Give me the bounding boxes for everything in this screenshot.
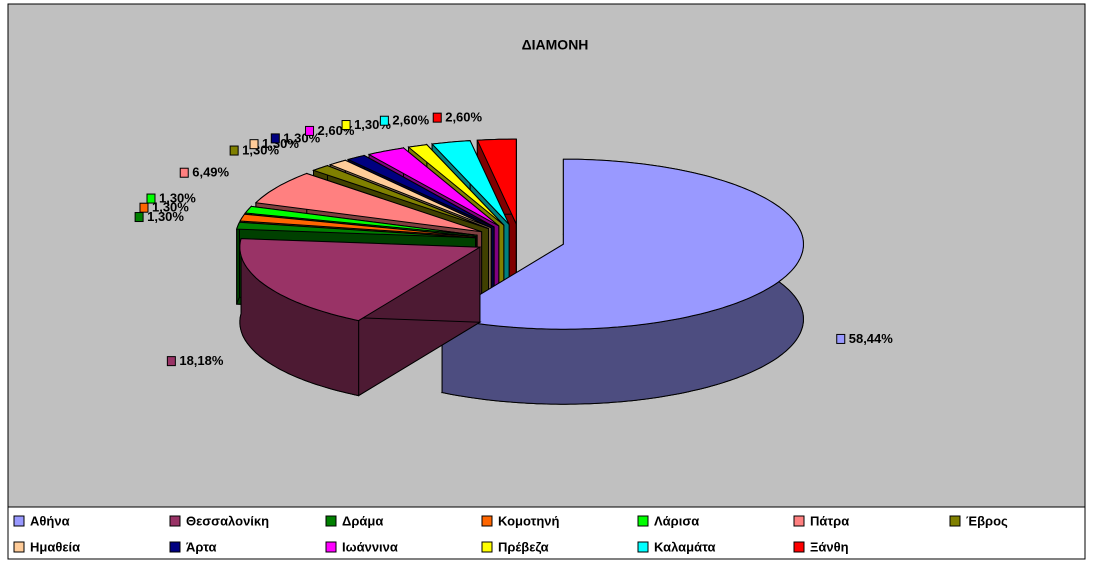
data-label: 1,30% <box>152 200 189 215</box>
legend-label: Ξάνθη <box>810 539 849 554</box>
slice <box>236 221 476 239</box>
data-label: 6,49% <box>192 165 229 180</box>
legend-swatch <box>793 515 805 527</box>
slice <box>311 165 489 230</box>
label-swatch <box>229 145 239 156</box>
label-swatch <box>432 112 442 123</box>
legend-swatch <box>13 541 25 553</box>
data-label: 2,60% <box>392 113 429 128</box>
legend-label: Δράμα <box>342 513 383 528</box>
data-label: 58,44% <box>849 331 894 346</box>
pie <box>236 138 804 405</box>
slice <box>254 172 482 233</box>
slice <box>346 154 495 228</box>
legend: Αθήνα Θεσσαλονίκη Δράμα Κομοτηνή Λάρισα Πάτρα… <box>13 513 1008 554</box>
legend-label: Λάρισα <box>654 513 699 528</box>
label-swatch <box>249 139 259 150</box>
labels: 58,44%18,18%1,30%1,30%1,30%6,49%1,30%1,3… <box>134 110 894 368</box>
slice-wall <box>236 222 240 305</box>
label-swatch <box>139 202 149 213</box>
legend-label: Ημαθεία <box>30 539 80 554</box>
slice <box>367 147 500 227</box>
label-swatch <box>166 356 176 367</box>
label-swatch <box>836 333 846 344</box>
slice <box>407 144 505 226</box>
slice <box>476 138 517 225</box>
label-swatch <box>179 167 189 178</box>
label-swatch <box>305 125 315 136</box>
legend-swatch <box>325 541 337 553</box>
label-swatch <box>270 133 280 144</box>
legend-swatch <box>481 541 493 553</box>
slice <box>239 238 482 322</box>
legend-swatch <box>325 515 337 527</box>
legend-label: Καλαμάτα <box>654 539 716 554</box>
legend-label: Πρέβεζα <box>498 539 549 554</box>
slice <box>440 158 804 330</box>
legend-label: Έβρος <box>966 513 1008 528</box>
slice <box>328 159 492 229</box>
legend-label: Αθήνα <box>30 513 70 528</box>
legend-swatch <box>481 515 493 527</box>
label-swatch <box>341 120 351 131</box>
chart-title: ΔΙΑΜΟΝΗ <box>522 37 589 53</box>
legend-swatch <box>169 541 181 553</box>
data-label: 1,30% <box>159 190 196 205</box>
label-swatch <box>134 212 144 223</box>
slice <box>239 213 477 237</box>
label-swatch <box>379 115 389 126</box>
legend-label: Άρτα <box>186 539 217 554</box>
data-label: 2,60% <box>445 110 482 125</box>
legend-swatch <box>949 515 961 527</box>
data-label: 1,30% <box>147 209 184 224</box>
slice <box>244 205 478 236</box>
legend-swatch <box>637 515 649 527</box>
legend-label: Θεσσαλονίκη <box>186 513 269 528</box>
legend-label: Πάτρα <box>810 513 849 528</box>
legend-box <box>7 506 1086 560</box>
legend-swatch <box>169 515 181 527</box>
slice <box>431 140 510 225</box>
legend-label: Κομοτηνή <box>498 513 560 528</box>
legend-swatch <box>13 515 25 527</box>
data-label: 1,30% <box>283 130 320 145</box>
legend-swatch <box>793 541 805 553</box>
legend-swatch <box>637 541 649 553</box>
legend-label: Ιωάννινα <box>342 539 398 554</box>
data-label: 18,18% <box>179 353 224 368</box>
label-swatch <box>146 193 156 204</box>
